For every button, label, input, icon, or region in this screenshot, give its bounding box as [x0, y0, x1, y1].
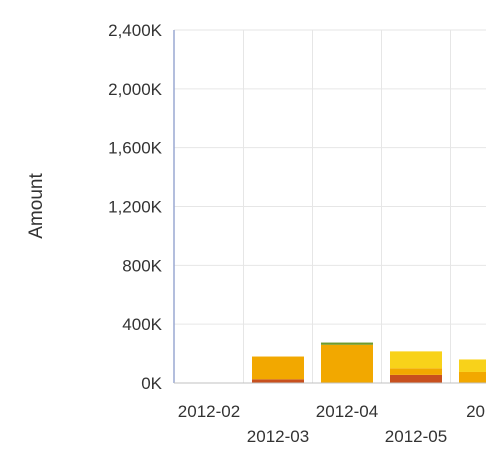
y-tick-label: 2,000K [108, 80, 163, 99]
bar-segment [321, 344, 373, 383]
y-tick-label: 800K [122, 256, 162, 275]
x-tick-label: 2012-02 [178, 402, 240, 421]
bar-marks [252, 342, 486, 383]
y-tick-label: 1,200K [108, 198, 163, 217]
y-tick-label: 400K [122, 315, 162, 334]
bar-segment [252, 379, 304, 383]
bar-segment [459, 371, 486, 383]
bar-segment [390, 374, 442, 383]
axes [173, 30, 486, 384]
bar-segment [321, 342, 373, 345]
y-tick-label: 2,400K [108, 21, 163, 40]
bar-segment [252, 356, 304, 380]
y-tick-label: 1,600K [108, 139, 163, 158]
grid-lines [174, 29, 486, 383]
bar-segment [390, 351, 442, 369]
x-tick-label: 2012-04 [316, 402, 378, 421]
x-tick-label: 2012-05 [385, 427, 447, 446]
bar-segment [390, 368, 442, 375]
x-tick-label: 2012 [466, 402, 486, 421]
y-tick-label: 0K [141, 374, 162, 393]
x-tick-label: 2012-03 [247, 427, 309, 446]
y-tick-labels: 0K 400K 800K 1,200K 1,600K 2,000K 2,400K [108, 21, 163, 393]
y-axis-title: Amount [26, 173, 47, 239]
x-tick-labels: 2012-02 2012-03 2012-04 2012-05 2012 [178, 402, 486, 446]
bar-segment [459, 359, 486, 372]
